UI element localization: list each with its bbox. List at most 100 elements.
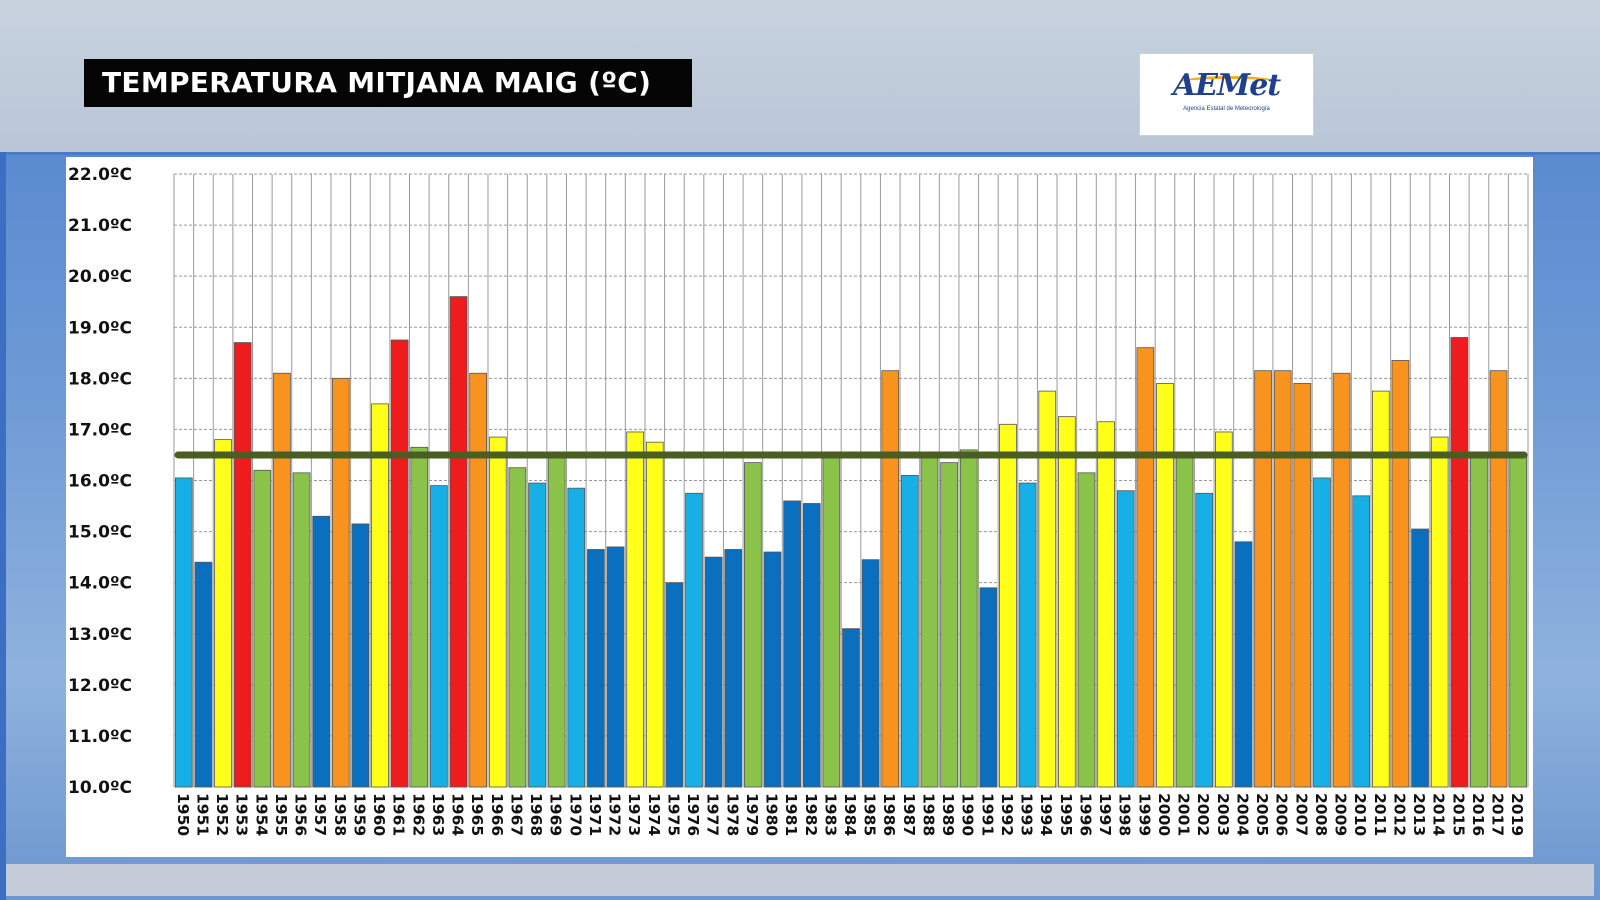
logo-subtitle: Agencia Estatal de Meteorología <box>1183 106 1270 112</box>
bar-1984 <box>842 628 860 788</box>
x-tick-label: 1959 <box>350 793 368 836</box>
bar-1954 <box>253 469 272 788</box>
x-tick-label: 1984 <box>841 793 859 836</box>
x-tick-label: 2006 <box>1273 793 1291 836</box>
x-tick-label: 1997 <box>1096 793 1114 836</box>
y-tick-label: 22.0ºC <box>68 165 132 185</box>
bar-1979 <box>744 462 762 788</box>
logo-swoosh-icon <box>1180 76 1278 89</box>
bar-2008 <box>1313 477 1331 788</box>
y-tick-label: 11.0ºC <box>68 727 132 747</box>
bar-1953 <box>233 342 252 788</box>
bar-2015 <box>1450 337 1469 788</box>
bar-2014 <box>1430 436 1449 788</box>
x-tick-label: 1970 <box>566 793 584 836</box>
bar-2003 <box>1215 431 1233 788</box>
x-tick-label: 2017 <box>1489 793 1507 836</box>
x-tick-label: 2010 <box>1351 793 1369 836</box>
x-tick-label: 1996 <box>1076 793 1094 836</box>
bar-1970 <box>567 487 586 788</box>
bar-2011 <box>1371 390 1390 788</box>
x-tick-label: 2016 <box>1469 793 1487 836</box>
bar-2007 <box>1293 383 1312 788</box>
x-tick-label: 1969 <box>547 793 565 836</box>
bar-2019 <box>1509 454 1528 788</box>
x-tick-label: 1961 <box>390 793 408 836</box>
bar-1966 <box>488 436 507 788</box>
x-tick-label: 1987 <box>900 793 918 836</box>
bar-chart: 10.0ºC 11.0ºC 12.0ºC 13.0ºC 14.0ºC 15.0ºC 16.0… <box>68 165 1529 836</box>
x-tick-label: 1958 <box>331 793 349 836</box>
bar-1983 <box>822 457 841 788</box>
bar-1998 <box>1116 490 1135 788</box>
x-tick-label: 2004 <box>1233 793 1251 836</box>
bar-1956 <box>292 472 311 788</box>
x-tick-label: 1972 <box>606 793 624 836</box>
y-tick-label: 19.0ºC <box>68 318 132 338</box>
x-tick-label: 1954 <box>252 793 270 836</box>
bar-1987 <box>901 474 919 788</box>
x-tick-label: 1988 <box>919 793 937 836</box>
x-tick-label: 1978 <box>723 793 741 836</box>
x-tick-label: 1995 <box>1057 793 1075 836</box>
y-tick-label: 18.0ºC <box>68 369 132 389</box>
bar-1971 <box>587 549 605 788</box>
x-tick-label: 2002 <box>1194 793 1212 836</box>
x-tick-label: 1990 <box>959 793 977 836</box>
x-tick-label: 1989 <box>939 793 957 836</box>
bar-1958 <box>331 377 350 788</box>
x-tick-label: 1956 <box>292 793 310 836</box>
bar-1967 <box>508 467 527 788</box>
bar-1952 <box>214 439 232 788</box>
x-tick-label: 2005 <box>1253 793 1271 836</box>
y-tick-label: 17.0ºC <box>68 420 132 440</box>
x-tick-label: 2012 <box>1390 793 1408 836</box>
bar-2004 <box>1234 541 1253 788</box>
x-tick-label: 1964 <box>449 793 467 836</box>
x-tick-label: 1967 <box>507 793 525 836</box>
bar-1976 <box>685 492 703 788</box>
bar-1959 <box>351 523 370 788</box>
x-tick-label: 1971 <box>586 793 604 836</box>
bar-1996 <box>1077 472 1096 788</box>
bar-1955 <box>273 372 291 788</box>
bar-1961 <box>390 339 409 788</box>
x-tick-label: 1953 <box>233 793 251 836</box>
chart-panel: 10.0ºC 11.0ºC 12.0ºC 13.0ºC 14.0ºC 15.0ºC 16.0… <box>66 157 1533 857</box>
x-tick-label: 2003 <box>1214 793 1232 836</box>
bar-1972 <box>606 546 625 788</box>
x-tick-label: 1966 <box>488 793 506 836</box>
y-tick-label: 12.0ºC <box>68 676 132 696</box>
bar-1969 <box>547 454 566 788</box>
x-tick-label: 1982 <box>802 793 820 836</box>
bar-2017 <box>1489 370 1508 788</box>
bar-1960 <box>371 403 389 788</box>
x-tick-label: 1975 <box>664 793 682 836</box>
bar-1965 <box>469 372 487 788</box>
bar-1973 <box>626 431 644 788</box>
y-tick-label: 16.0ºC <box>68 472 132 492</box>
bar-1950 <box>174 477 193 788</box>
x-tick-label: 2013 <box>1410 793 1428 836</box>
bar-1995 <box>1058 416 1076 788</box>
x-tick-label: 1994 <box>1037 793 1055 836</box>
x-tick-label: 2001 <box>1175 793 1193 836</box>
bar-1962 <box>410 446 429 788</box>
x-tick-label: 1985 <box>861 793 879 836</box>
bottom-strip <box>6 864 1594 896</box>
bar-1991 <box>979 587 998 788</box>
bar-1978 <box>724 549 743 788</box>
bar-1980 <box>763 551 782 788</box>
x-tick-label: 1955 <box>272 793 290 836</box>
y-tick-label: 13.0ºC <box>68 625 132 645</box>
x-tick-label: 1991 <box>978 793 996 836</box>
y-tick-label: 21.0ºC <box>68 216 132 236</box>
x-tick-label: 1974 <box>645 793 663 836</box>
bar-1989 <box>940 462 958 788</box>
bar-2006 <box>1273 370 1292 788</box>
bar-1990 <box>959 449 978 788</box>
y-tick-label: 14.0ºC <box>68 574 132 594</box>
y-tick-label: 10.0ºC <box>68 778 132 798</box>
bar-1993 <box>1018 482 1037 788</box>
aemet-logo: AEMet Agencia Estatal de Meteorología <box>1139 53 1314 136</box>
